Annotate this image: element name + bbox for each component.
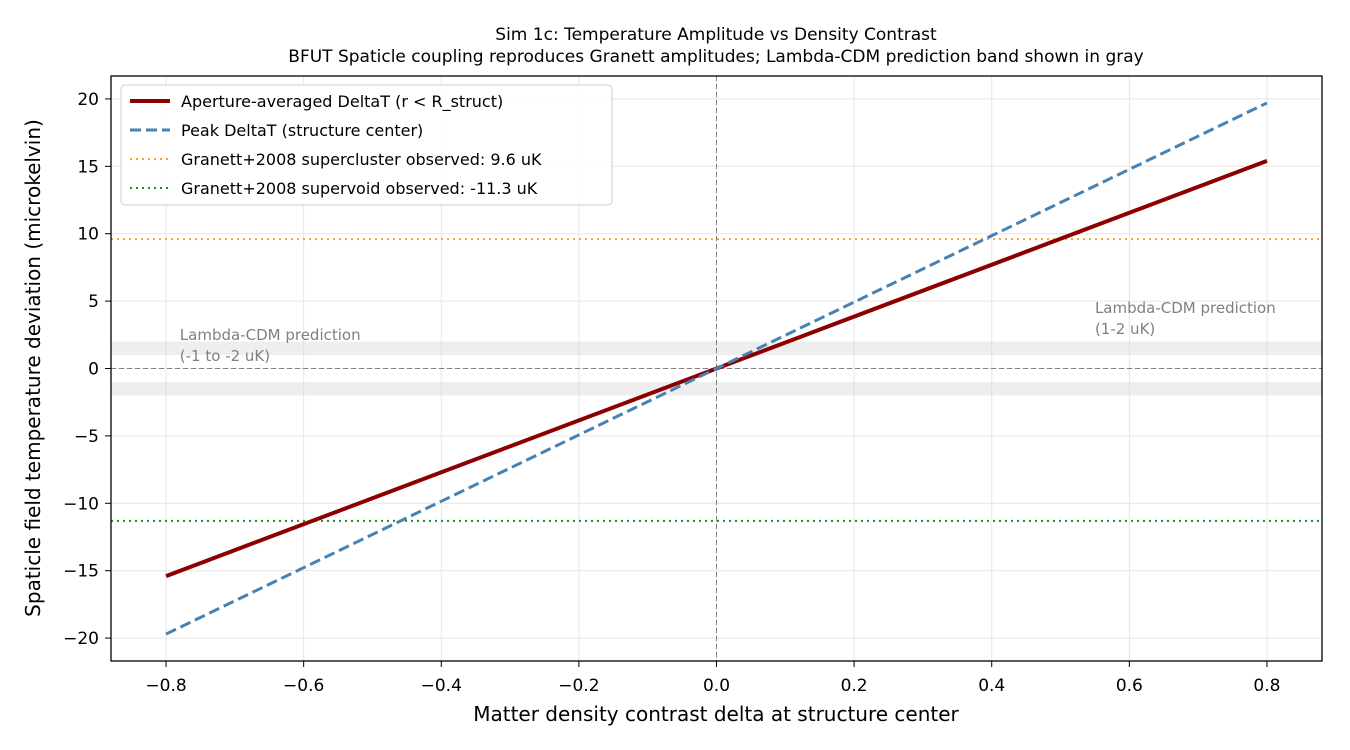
lcdm-annotation-line: (1-2 uK) <box>1095 320 1155 338</box>
x-axis-label: Matter density contrast delta at structu… <box>473 702 959 726</box>
y-tick-label: −5 <box>74 427 99 447</box>
legend-entry-label: Aperture-averaged DeltaT (r < R_struct) <box>181 92 503 112</box>
y-tick-label: −15 <box>63 562 99 582</box>
x-tick-label: 0.8 <box>1253 676 1280 696</box>
y-axis-label: Spaticle field temperature deviation (mi… <box>21 119 45 617</box>
legend-entry-label: Peak DeltaT (structure center) <box>181 121 423 140</box>
legend-box <box>120 84 613 206</box>
x-tick-label: −0.4 <box>421 676 462 696</box>
y-tick-label: 0 <box>88 360 99 380</box>
plot-area: Lambda-CDM prediction (-1 to -2 uK) Lambda… <box>63 75 1323 696</box>
lcdm-annotation-line: (-1 to -2 uK) <box>180 347 270 365</box>
x-tick-label: −0.6 <box>283 676 324 696</box>
legend-entry-label: Granett+2008 supercluster observed: 9.6 … <box>181 150 542 169</box>
x-tick-label: 0.4 <box>978 676 1005 696</box>
lcdm-annotation-line: Lambda-CDM prediction <box>180 326 361 344</box>
x-tick-label: 0.0 <box>703 676 730 696</box>
x-tick-label: −0.2 <box>558 676 599 696</box>
y-tick-label: −10 <box>63 494 99 514</box>
y-tick-label: 5 <box>88 292 99 312</box>
x-tick-label: 0.6 <box>1116 676 1143 696</box>
chart-subtitle: BFUT Spaticle coupling reproduces Granet… <box>288 47 1143 67</box>
chart-title: Sim 1c: Temperature Amplitude vs Density… <box>495 25 937 45</box>
x-tick-label: −0.8 <box>145 676 186 696</box>
lcdm-annotation-line: Lambda-CDM prediction <box>1095 299 1276 317</box>
x-tick-label: 0.2 <box>841 676 868 696</box>
legend-entry-label: Granett+2008 supervoid observed: -11.3 u… <box>181 179 538 198</box>
y-tick-label: 15 <box>77 157 99 177</box>
y-tick-label: 10 <box>77 225 99 245</box>
y-tick-label: 20 <box>77 90 99 110</box>
y-tick-label: −20 <box>63 629 99 649</box>
peak-series-line <box>165 101 1268 636</box>
legend: Aperture-averaged DeltaT (r < R_struct) P… <box>120 84 613 206</box>
